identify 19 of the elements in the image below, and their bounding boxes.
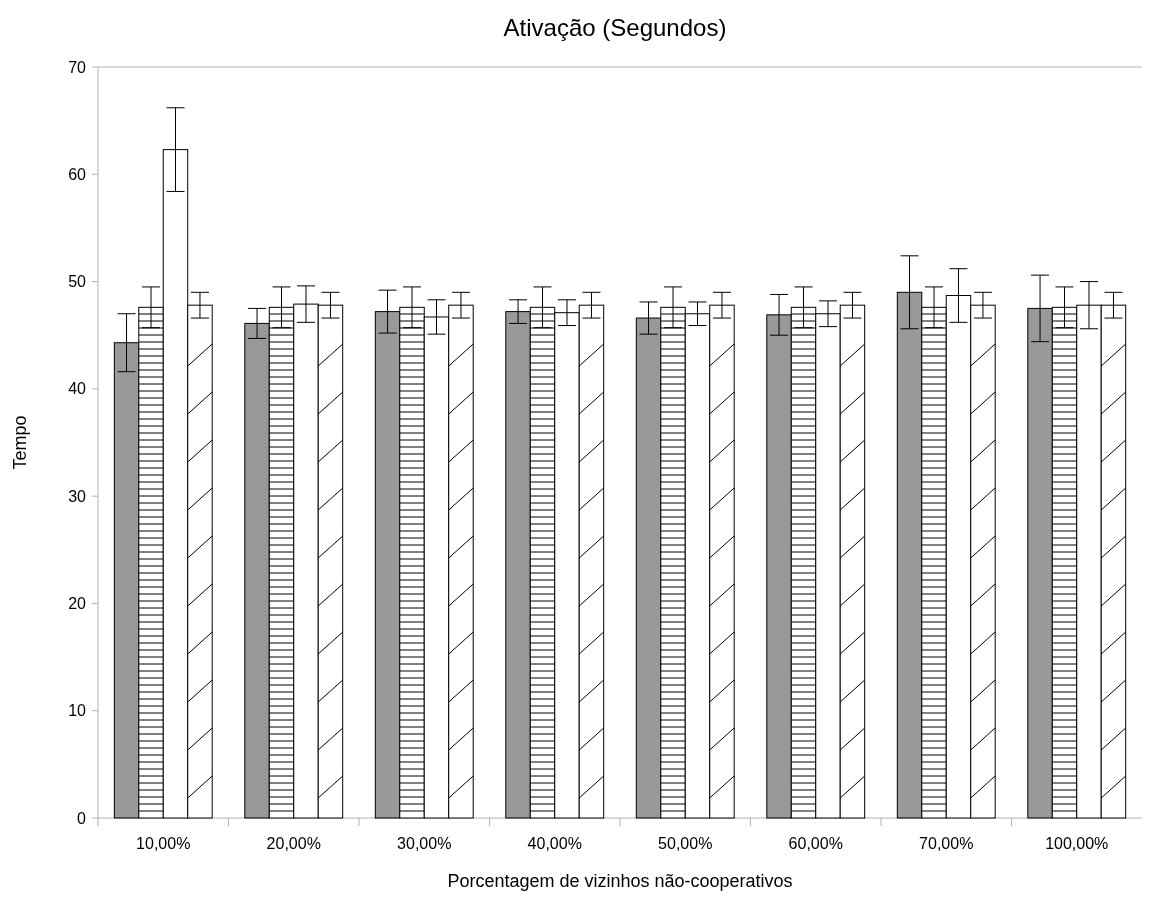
y-tick-label: 20 <box>68 595 87 613</box>
y-tick-label: 30 <box>68 487 87 505</box>
x-tick-label: 50,00% <box>658 835 713 852</box>
y-axis-title: Tempo <box>10 415 30 470</box>
x-tick-label: 20,00% <box>266 835 321 852</box>
y-tick-label: 70 <box>68 58 87 76</box>
x-tick-label: 60,00% <box>788 835 843 852</box>
x-tick-label: 10,00% <box>136 835 191 852</box>
y-tick-label: 10 <box>68 702 87 720</box>
x-axis-title: Porcentagem de vizinhos não-cooperativos <box>447 871 793 891</box>
chart-title: Ativação (Segundos) <box>503 14 727 41</box>
x-tick-label: 70,00% <box>919 835 974 852</box>
x-tick-label: 40,00% <box>527 835 582 852</box>
y-tick-label: 60 <box>68 165 87 183</box>
x-tick-label: 100,00% <box>1045 835 1109 852</box>
y-tick-label: 40 <box>68 380 87 398</box>
y-tick-label: 0 <box>77 809 87 827</box>
x-tick-label: 30,00% <box>397 835 452 852</box>
y-tick-label: 50 <box>68 273 87 291</box>
